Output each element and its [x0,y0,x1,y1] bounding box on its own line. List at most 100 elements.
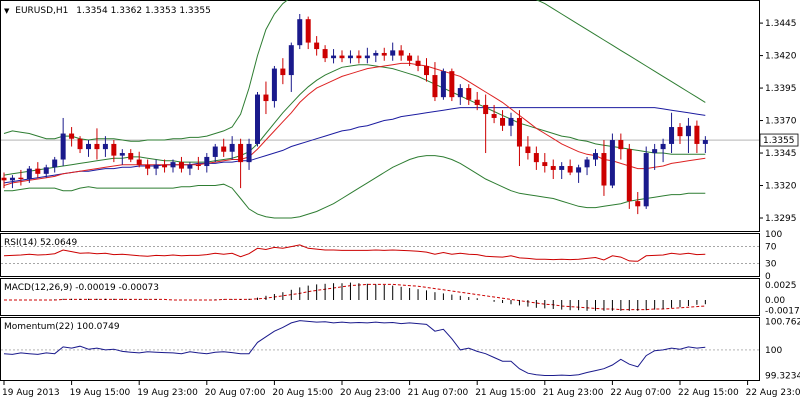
momentum-tick-label: 100.7622 [765,317,800,327]
candle-body [69,133,75,139]
candle-body [609,140,615,186]
candle-body [187,164,193,169]
price-tick-label: 1.3345 [765,149,797,159]
time-tick-label: 20 Aug 07:00 [205,388,266,398]
candle-body [238,143,244,163]
candle-body [525,146,531,154]
time-tick-label: 21 Aug 23:00 [543,388,604,398]
candle-body [685,125,691,137]
price-tick-label: 1.3370 [765,117,797,127]
symbol-label: EURUSD,H1 [15,6,68,16]
candle-body [271,68,277,102]
ohlc-values: 1.3354 1.3362 1.3353 1.3355 [76,6,211,16]
candle-body [440,71,446,98]
candle-body [381,52,387,56]
candle-body [111,143,117,156]
time-tick-label: 19 Aug 15:00 [70,388,131,398]
macd-histogram [54,282,706,311]
candle-body [660,143,666,150]
candle-body [559,166,565,170]
macd-title: MACD(12,26,9) -0.00019 -0.00073 [4,283,159,293]
candle-body [533,153,539,163]
current-price-box [759,133,799,147]
price-axis: 1.3445 1.3420 1.3395 1.3370 1.3345 1.3320 1.32… [759,19,800,381]
candle-body [584,159,590,168]
candle-body [35,168,41,174]
candle-body [229,143,235,152]
candle-body [516,117,522,147]
candle-body [407,55,413,61]
candle-body [626,149,632,202]
time-axis: 19 Aug 2013 19 Aug 15:00 19 Aug 23:00 20 Au… [2,381,800,398]
rsi-tick-label: 30 [765,259,777,269]
candle-body [669,127,675,144]
candle-body [322,49,328,59]
price-pane[interactable] [0,0,760,232]
candle-body [339,55,345,59]
time-tick-label: 22 Aug 23:00 [746,388,800,398]
candle-body [593,153,598,160]
candle-body [457,88,463,98]
time-tick-label: 19 Aug 23:00 [137,388,198,398]
bollinger-upper-line [3,0,706,142]
time-tick-label: 20 Aug 15:00 [272,388,333,398]
candle-body [373,52,379,56]
macd-tick-label: 0.0025 [765,281,797,291]
indicator-lines [1,0,759,377]
moving-average-fast-line [3,62,706,186]
current-price-label: 1.3355 [763,136,795,146]
time-tick-label: 21 Aug 15:00 [475,388,536,398]
candle-body [491,114,497,118]
candle-body [153,164,159,169]
candle-body [60,133,66,160]
candle-body [618,140,624,150]
candle-body [567,166,573,173]
time-tick-label: 20 Aug 23:00 [340,388,401,398]
candle-body [331,55,337,59]
candle-body [162,164,168,168]
bollinger-middle-line [3,64,706,176]
candle-body [145,164,151,169]
collapse-arrow-icon: ▼ [4,7,10,15]
candle-body [601,153,607,186]
time-tick-label: 21 Aug 07:00 [408,388,469,398]
candle-body [635,201,641,207]
candle-body [280,68,286,76]
candle-body [246,143,252,163]
candle-body [255,94,260,144]
candle-body [432,75,438,98]
candle-body [702,140,708,144]
candle-body [221,146,227,152]
candle-body [305,19,311,43]
candle-body [1,177,7,181]
candle-body [643,153,649,207]
momentum-line [3,320,706,377]
candle-body [136,159,142,165]
candle-body [94,143,100,150]
candle-body [297,19,303,46]
momentum-tick-label: 99.3234 [765,371,800,381]
price-tick-label: 1.3420 [765,52,797,62]
candle-body [677,127,683,137]
candle-body [204,156,210,167]
candle-body [542,162,548,167]
candle-body [77,138,83,150]
rsi-tick-label: 70 [765,243,777,253]
candle-body [18,177,24,180]
rsi-line [3,244,706,262]
candle-body [347,55,353,59]
momentum-title: Momentum(22) 100.0749 [4,322,120,332]
candle-body [119,153,125,156]
candle-body [170,162,176,168]
time-tick-label: 22 Aug 07:00 [610,388,671,398]
momentum-pane[interactable] [0,317,760,381]
candle-body [694,125,700,144]
candle-body [508,117,514,126]
candlesticks [1,13,708,215]
chart-title: ▼ EURUSD,H1 1.3354 1.3362 1.3353 1.3355 [4,6,211,16]
time-tick-label: 22 Aug 15:00 [678,388,739,398]
candle-body [178,162,184,169]
candle-body [26,168,32,180]
